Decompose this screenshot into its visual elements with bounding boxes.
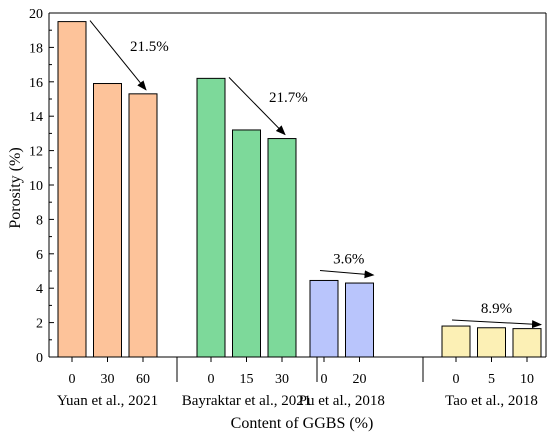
x-tick-label: 0 bbox=[321, 372, 328, 387]
reduction-annotation: 3.6% bbox=[333, 251, 364, 267]
bar bbox=[57, 21, 87, 358]
bar bbox=[232, 129, 261, 358]
group-label: Bayraktar et al., 2021 bbox=[182, 393, 312, 409]
y-tick-label: 2 bbox=[36, 317, 43, 332]
x-axis-label: Content of GGBS (%) bbox=[231, 415, 374, 432]
x-tick-label: 30 bbox=[101, 372, 115, 387]
reduction-arrow bbox=[451, 319, 542, 329]
x-tick-label: 0 bbox=[453, 372, 460, 387]
reduction-annotation: 21.5% bbox=[130, 39, 169, 55]
x-tick-label: 30 bbox=[275, 372, 289, 387]
plot-area: 0 2 4 6 8 10 12 14 16 18 20 0 30 60 Yuan et al., 2021 2… bbox=[29, 7, 547, 409]
bar bbox=[309, 279, 339, 358]
bar bbox=[128, 93, 158, 358]
reduction-arrow bbox=[89, 20, 147, 91]
y-tick-label: 16 bbox=[29, 76, 43, 91]
group-label: Yuan et al., 2021 bbox=[57, 393, 158, 409]
bar bbox=[441, 325, 471, 358]
x-tick-label: 20 bbox=[353, 372, 367, 387]
reduction-annotation: 8.9% bbox=[481, 301, 512, 317]
bar bbox=[477, 327, 506, 358]
x-tick-label: 5 bbox=[488, 372, 495, 387]
x-tick-label: 0 bbox=[208, 372, 215, 387]
y-tick-label: 6 bbox=[36, 248, 43, 263]
group-label: Pu et al., 2018 bbox=[299, 393, 385, 409]
y-tick-label: 14 bbox=[29, 110, 43, 125]
bar bbox=[267, 138, 297, 358]
reduction-annotation: 21.7% bbox=[269, 90, 308, 106]
reduction-arrow bbox=[228, 77, 286, 136]
y-tick-label: 8 bbox=[36, 213, 43, 228]
bar bbox=[512, 328, 542, 358]
y-tick-label: 0 bbox=[36, 351, 43, 366]
bar bbox=[93, 83, 122, 358]
y-tick-label: 4 bbox=[36, 282, 43, 297]
x-tick-label: 15 bbox=[240, 372, 254, 387]
y-tick-label: 12 bbox=[29, 145, 43, 160]
y-axis-label: Porosity (%) bbox=[7, 147, 24, 228]
bar bbox=[196, 77, 226, 358]
x-tick-label: 60 bbox=[136, 372, 150, 387]
x-tick-label: 10 bbox=[520, 372, 534, 387]
y-tick-label: 20 bbox=[29, 7, 43, 22]
x-tick-label: 0 bbox=[69, 372, 76, 387]
y-tick-label: 18 bbox=[29, 41, 43, 56]
reduction-arrow bbox=[319, 269, 375, 279]
bar bbox=[345, 282, 374, 358]
y-tick-label: 10 bbox=[29, 179, 43, 194]
group-label: Tao et al., 2018 bbox=[445, 393, 538, 409]
